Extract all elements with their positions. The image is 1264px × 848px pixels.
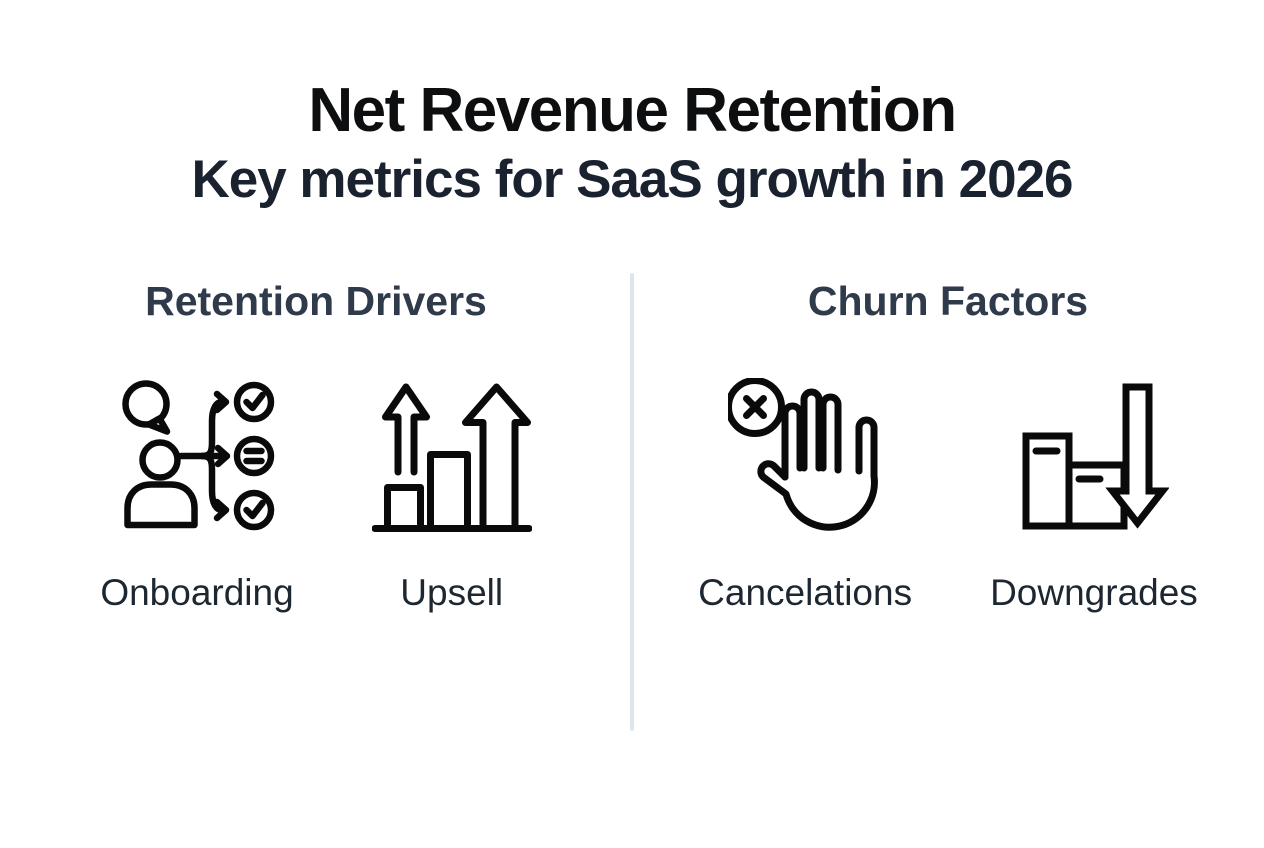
downgrade-bars-arrow-icon — [1022, 383, 1169, 530]
icon-box — [1019, 374, 1169, 532]
item-label: Upsell — [400, 572, 504, 614]
icon-box — [371, 374, 532, 533]
columns-section: Retention Drivers — [0, 273, 1264, 732]
item-label: Cancelations — [698, 572, 913, 614]
item-cancelations: Cancelations — [698, 374, 912, 614]
column-heading: Churn Factors — [807, 278, 1089, 325]
column-retention-drivers: Retention Drivers — [0, 279, 632, 614]
icon-box — [118, 374, 276, 532]
item-label: Onboarding — [100, 572, 294, 614]
onboarding-icon — [122, 380, 275, 531]
column-heading: Retention Drivers — [145, 278, 487, 325]
page-title: Net Revenue Retention — [308, 76, 957, 145]
item-label: Downgrades — [990, 572, 1198, 614]
item-onboarding: Onboarding — [100, 374, 294, 614]
page-subtitle: Key metrics for SaaS growth in 2026 — [191, 150, 1073, 210]
item-row: Cancelations Downgrades — [698, 374, 1198, 614]
item-downgrades: Downgrades — [990, 374, 1198, 614]
upsell-icon — [371, 383, 532, 533]
vertical-divider — [630, 273, 634, 732]
item-row: Onboarding Upsell — [100, 374, 532, 614]
icon-box — [728, 374, 882, 532]
cancelation-hand-x-icon — [728, 378, 879, 532]
item-upsell: Upsell — [371, 374, 532, 614]
header: Net Revenue Retention Key metrics for Sa… — [0, 0, 1264, 209]
column-churn-factors: Churn Factors — [632, 279, 1264, 614]
